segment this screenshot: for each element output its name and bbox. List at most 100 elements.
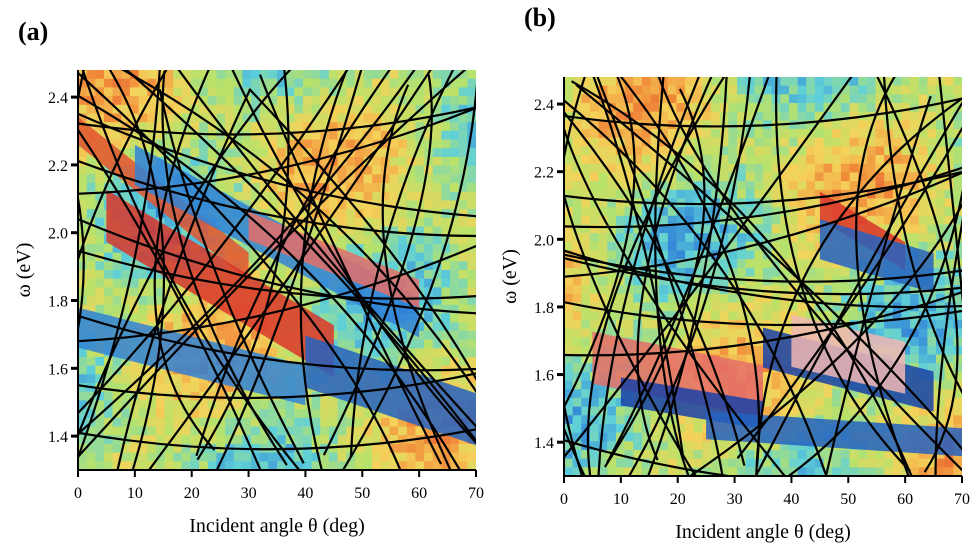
heatmap-cell bbox=[311, 148, 321, 158]
heatmap-cell bbox=[763, 293, 773, 304]
heatmap-cell bbox=[147, 409, 157, 419]
heatmap-cell bbox=[927, 241, 937, 252]
heatmap-cell bbox=[121, 365, 131, 375]
heatmap-cell bbox=[936, 337, 946, 347]
heatmap-cell bbox=[86, 96, 96, 106]
heatmap-cell bbox=[788, 77, 799, 87]
heatmap-cell bbox=[806, 198, 816, 208]
heatmap-cell bbox=[797, 129, 807, 139]
heatmap-cell bbox=[138, 304, 148, 315]
heatmap-cell bbox=[832, 146, 842, 156]
heatmap-cell bbox=[432, 174, 442, 184]
heatmap-cell bbox=[944, 259, 954, 269]
heatmap-cell bbox=[86, 409, 96, 419]
heatmap-cell bbox=[737, 241, 747, 252]
heatmap-cell bbox=[155, 148, 166, 158]
heatmap-cell bbox=[467, 287, 476, 297]
heatmap-cell bbox=[112, 183, 122, 193]
heatmap-cell bbox=[771, 389, 781, 399]
heatmap-cell bbox=[866, 146, 877, 156]
heatmap-cell bbox=[121, 261, 131, 271]
heatmap-cell bbox=[788, 155, 799, 165]
heatmap-cell bbox=[86, 235, 96, 245]
heatmap-cell bbox=[849, 103, 859, 113]
heatmap-cell bbox=[320, 391, 330, 402]
heatmap-cell bbox=[788, 189, 799, 200]
heatmap-cell bbox=[737, 458, 747, 468]
heatmap-cell bbox=[936, 163, 946, 174]
heatmap-cell bbox=[763, 267, 773, 278]
heatmap-cell bbox=[450, 96, 460, 106]
heatmap-cell bbox=[86, 113, 96, 123]
heatmap-cell bbox=[147, 113, 157, 123]
heatmap-cell bbox=[719, 250, 729, 260]
heatmap-cell bbox=[892, 449, 903, 460]
heatmap-cell bbox=[285, 200, 295, 210]
heatmap-cell bbox=[693, 224, 704, 234]
panel-label: (b) bbox=[524, 3, 556, 32]
heatmap-cell bbox=[581, 155, 591, 165]
heatmap-cell bbox=[771, 449, 781, 460]
dispersion-curve bbox=[688, 202, 962, 476]
heatmap-cell bbox=[242, 78, 252, 88]
heatmap-cell bbox=[641, 77, 652, 87]
heatmap-cell bbox=[398, 235, 408, 245]
heatmap-cell bbox=[875, 415, 885, 425]
heatmap-cell bbox=[458, 235, 468, 245]
heatmap-cell bbox=[121, 287, 131, 297]
heatmap-cell bbox=[685, 155, 695, 165]
heatmap-cell bbox=[745, 267, 755, 278]
heatmap-cell bbox=[719, 233, 729, 243]
heatmap-cell bbox=[763, 137, 773, 147]
heatmap-cell bbox=[302, 104, 313, 115]
dispersion-curve bbox=[755, 97, 962, 476]
heatmap-cell bbox=[415, 96, 425, 106]
heatmap-cell bbox=[702, 94, 712, 104]
heatmap-cell bbox=[164, 287, 174, 297]
heatmap-cell bbox=[225, 383, 235, 393]
heatmap-cell bbox=[823, 129, 833, 139]
heatmap-cell bbox=[268, 200, 278, 210]
heatmap-cell bbox=[633, 120, 643, 130]
heatmap-cell bbox=[190, 139, 200, 149]
heatmap-cell bbox=[901, 85, 911, 95]
heatmap-cell bbox=[763, 397, 773, 408]
heatmap-cell bbox=[953, 129, 962, 139]
heatmap-cell bbox=[112, 443, 122, 454]
heatmap-cell bbox=[581, 129, 591, 139]
heatmap-cell bbox=[806, 233, 816, 243]
heatmap-cell bbox=[450, 174, 460, 184]
heatmap-cell bbox=[337, 200, 347, 210]
heatmap-cell bbox=[441, 122, 451, 132]
heatmap-cell bbox=[155, 426, 166, 436]
heatmap-cell bbox=[363, 461, 373, 470]
heatmap-cell bbox=[311, 400, 321, 410]
heatmap-cell bbox=[432, 130, 442, 141]
heatmap-cell bbox=[564, 467, 574, 476]
heatmap-cell bbox=[268, 78, 278, 88]
heatmap-cell bbox=[285, 78, 295, 88]
heatmap-cell bbox=[225, 70, 235, 80]
heatmap-cell bbox=[589, 103, 600, 113]
heatmap-cell bbox=[650, 163, 660, 174]
heatmap-cell bbox=[285, 174, 295, 184]
heatmap-cell bbox=[572, 293, 582, 304]
heatmap-cell bbox=[806, 94, 816, 104]
heatmap-cell bbox=[875, 111, 885, 121]
heatmap-cell bbox=[823, 172, 833, 182]
heatmap-cell bbox=[641, 111, 652, 121]
heatmap-cell bbox=[294, 87, 304, 97]
heatmap-cell bbox=[207, 156, 218, 167]
heatmap-cell bbox=[676, 259, 686, 269]
heatmap-cell bbox=[441, 200, 451, 210]
heatmap-cell bbox=[866, 467, 877, 476]
heatmap-cell bbox=[467, 183, 476, 193]
heatmap-cell bbox=[849, 85, 859, 95]
heatmap-cell bbox=[572, 207, 582, 217]
heatmap-cell bbox=[564, 337, 574, 347]
heatmap-cell bbox=[685, 311, 695, 321]
heatmap-cell bbox=[633, 241, 643, 252]
heatmap-cell bbox=[285, 70, 295, 80]
heatmap-cell bbox=[806, 155, 816, 165]
heatmap-cell bbox=[155, 304, 166, 315]
